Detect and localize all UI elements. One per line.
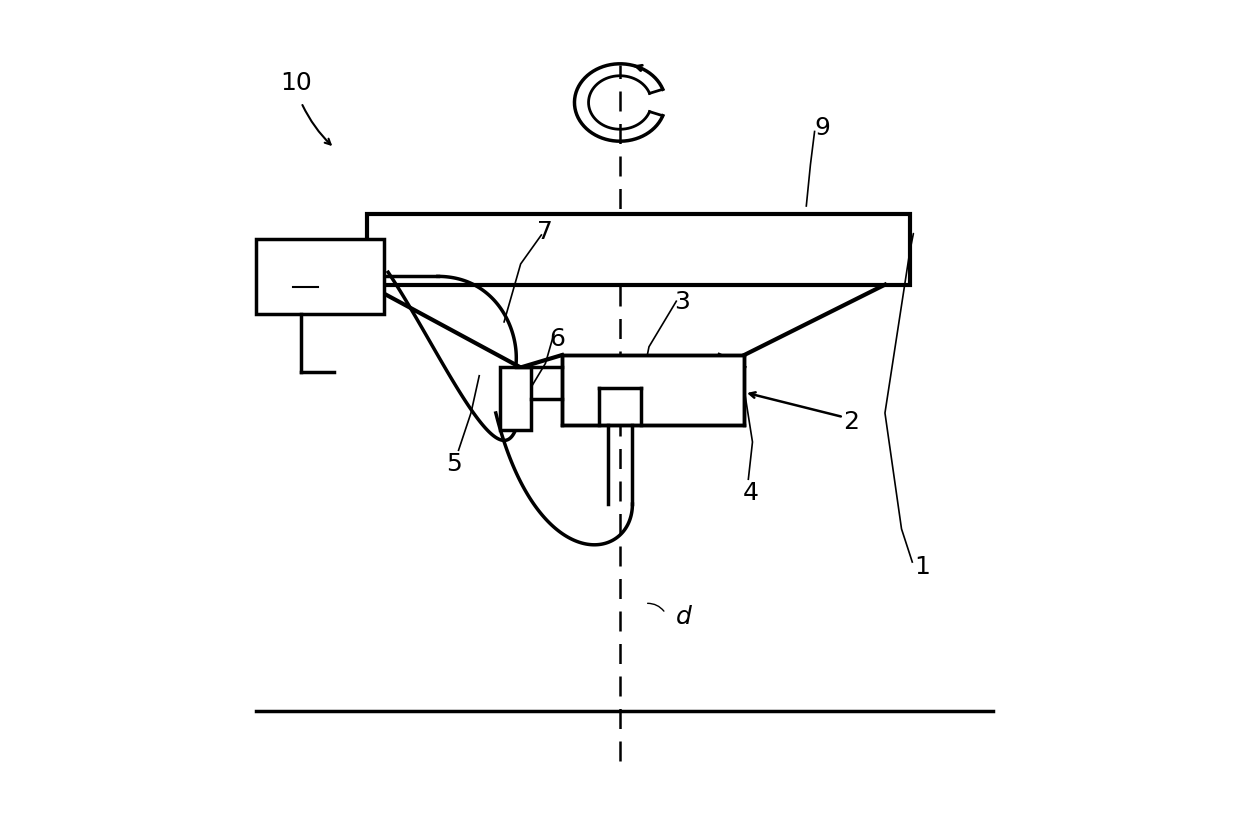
Bar	[255, 240, 384, 314]
Text: 1: 1	[914, 555, 930, 578]
Text: 9: 9	[815, 117, 831, 140]
Text: 10: 10	[280, 71, 312, 94]
Text: 8: 8	[298, 265, 314, 289]
Bar	[562, 356, 744, 426]
Bar	[367, 215, 910, 285]
Bar	[500, 368, 532, 430]
Text: 4: 4	[743, 480, 759, 504]
Text: 5: 5	[446, 452, 461, 475]
Text: d: d	[676, 605, 692, 628]
Text: 7: 7	[537, 220, 553, 243]
Text: 6: 6	[549, 327, 565, 351]
Text: 3: 3	[673, 290, 689, 313]
Text: 2: 2	[843, 410, 859, 433]
